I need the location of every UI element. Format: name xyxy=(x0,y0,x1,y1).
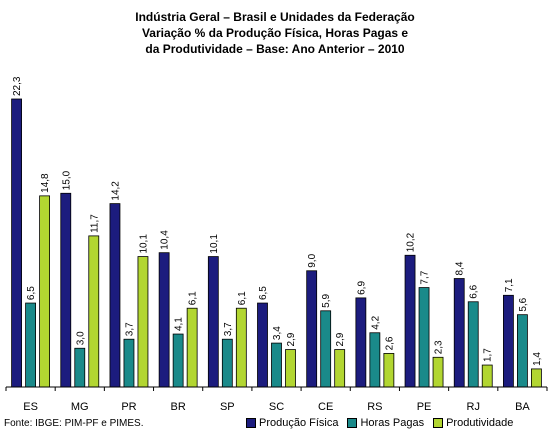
bar-producao-es xyxy=(11,98,22,388)
data-label-horas-sc: 3,4 xyxy=(272,326,283,340)
data-label-produtividade-ba: 1,4 xyxy=(532,352,543,366)
data-label-produtividade-pr: 10,1 xyxy=(138,234,149,254)
bar-horas-rj xyxy=(467,301,479,388)
data-label-horas-mg: 3,0 xyxy=(75,331,86,345)
legend-label-horas: Horas Pagas xyxy=(360,417,425,429)
data-label-producao-rs: 6,9 xyxy=(356,281,367,295)
x-tick-label-br: BR xyxy=(170,401,185,413)
bar-producao-sc xyxy=(257,302,268,388)
bar-horas-mg xyxy=(74,347,86,388)
bar-producao-sp xyxy=(207,256,219,388)
bar-horas-pr xyxy=(123,338,135,388)
x-tick-label-rj: RJ xyxy=(467,401,480,413)
bar-horas-br xyxy=(172,333,184,388)
legend-item-producao: Produção Física xyxy=(246,417,338,429)
data-label-produtividade-ce: 2,9 xyxy=(335,332,346,346)
bar-horas-rs xyxy=(369,332,381,388)
legend-label-producao: Produção Física xyxy=(259,417,339,429)
legend: Produção Física Horas Pagas Produtividad… xyxy=(246,417,513,429)
bar-produtividade-br xyxy=(186,307,198,388)
data-label-producao-sc: 6,5 xyxy=(258,286,269,300)
legend-swatch-produtividade xyxy=(433,418,444,428)
source-note: Fonte: IBGE: PIM-PF e PIMES. xyxy=(4,418,144,429)
chart-title-line-3: da Produtividade – Base: Ano Anterior – … xyxy=(145,42,405,56)
data-label-horas-ce: 5,9 xyxy=(321,293,332,307)
chart-title-line-1: Indústria Geral – Brasil e Unidades da F… xyxy=(135,10,415,24)
bar-producao-rj xyxy=(453,278,465,388)
data-label-produtividade-br: 6,1 xyxy=(188,291,199,305)
bar-horas-es xyxy=(25,302,36,388)
bar-producao-pr xyxy=(109,203,121,388)
bar-producao-mg xyxy=(60,192,72,388)
chart-title-line-2: Variação % da Produção Física, Horas Pag… xyxy=(141,26,409,40)
bar-produtividade-pe xyxy=(432,356,444,388)
legend-label-produtividade: Produtividade xyxy=(446,417,514,429)
data-label-produtividade-pe: 2,3 xyxy=(434,340,445,354)
bar-produtividade-es xyxy=(39,195,50,388)
data-label-produtividade-mg: 11,7 xyxy=(89,214,100,233)
x-tick-label-mg: MG xyxy=(71,401,89,413)
data-label-horas-pr: 3,7 xyxy=(124,322,135,336)
data-label-producao-ba: 7,1 xyxy=(504,278,515,292)
data-label-horas-rs: 4,2 xyxy=(370,315,381,329)
legend-item-produtividade: Produtividade xyxy=(433,417,513,429)
bar-producao-ba xyxy=(503,294,514,388)
data-label-produtividade-sc: 2,9 xyxy=(286,332,297,346)
bar-produtividade-rj xyxy=(481,364,493,388)
bar-producao-ce xyxy=(306,270,318,388)
legend-swatch-horas xyxy=(347,418,358,428)
x-tick-label-es: ES xyxy=(23,401,38,413)
data-label-producao-es: 22,3 xyxy=(12,76,23,96)
bar-produtividade-ce xyxy=(334,349,346,388)
data-label-produtividade-es: 14,8 xyxy=(40,173,51,193)
legend-swatch-producao xyxy=(246,418,256,428)
data-label-producao-ce: 9,0 xyxy=(307,253,318,267)
data-label-produtividade-sp: 6,1 xyxy=(237,291,248,305)
data-label-produtividade-rj: 1,7 xyxy=(483,348,494,362)
x-tick-label-sp: SP xyxy=(220,401,235,413)
data-label-producao-pr: 14,2 xyxy=(110,181,121,201)
bar-producao-br xyxy=(158,252,170,388)
x-tick-label-rs: RS xyxy=(367,401,382,413)
bar-produtividade-rs xyxy=(383,353,395,388)
data-label-horas-rj: 6,6 xyxy=(469,284,480,298)
bar-produtividade-ba xyxy=(531,368,542,388)
bar-produtividade-pr xyxy=(137,256,149,388)
data-label-producao-pe: 10,2 xyxy=(406,232,417,252)
data-label-horas-es: 6,5 xyxy=(26,286,37,300)
bar-horas-pe xyxy=(418,287,430,388)
bar-produtividade-sp xyxy=(235,307,247,388)
data-label-horas-sp: 3,7 xyxy=(223,322,234,336)
data-label-horas-ba: 5,6 xyxy=(518,297,529,311)
data-label-horas-pe: 7,7 xyxy=(420,270,431,284)
bar-produtividade-sc xyxy=(285,349,296,388)
data-label-producao-sp: 10,1 xyxy=(209,234,220,254)
bar-producao-pe xyxy=(404,254,416,388)
bar-produtividade-mg xyxy=(88,235,100,388)
x-tick-label-ce: CE xyxy=(318,401,333,413)
x-tick-label-ba: BA xyxy=(515,401,530,413)
legend-item-horas: Horas Pagas xyxy=(347,417,424,429)
data-label-horas-br: 4,1 xyxy=(174,317,185,331)
bar-horas-ba xyxy=(517,314,528,388)
bar-producao-rs xyxy=(355,297,367,388)
bar-horas-sp xyxy=(221,338,233,388)
bar-horas-ce xyxy=(320,310,332,388)
x-tick-label-pe: PE xyxy=(417,401,432,413)
data-label-producao-rj: 8,4 xyxy=(455,261,466,275)
x-tick-label-pr: PR xyxy=(121,401,136,413)
data-label-producao-mg: 15,0 xyxy=(61,170,72,190)
data-label-producao-br: 10,4 xyxy=(160,230,171,250)
data-label-produtividade-rs: 2,6 xyxy=(384,336,395,350)
bar-horas-sc xyxy=(271,342,282,388)
x-tick-label-sc: SC xyxy=(269,401,284,413)
